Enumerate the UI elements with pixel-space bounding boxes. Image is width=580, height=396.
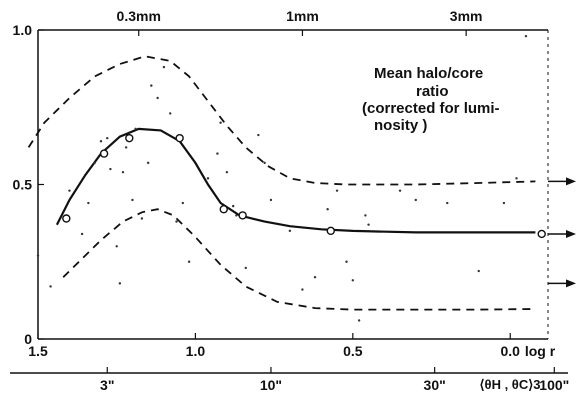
scatter-point bbox=[502, 201, 506, 205]
scatter-point bbox=[146, 161, 150, 165]
scatter-point bbox=[115, 245, 118, 248]
arrow-head bbox=[566, 279, 576, 288]
scatter-point bbox=[288, 229, 292, 233]
scatter-point bbox=[225, 170, 229, 174]
scatter-point bbox=[106, 136, 109, 140]
scatter-point bbox=[313, 276, 317, 279]
mean-point bbox=[62, 214, 71, 223]
mean-point bbox=[238, 211, 247, 220]
scatter-point bbox=[515, 177, 518, 180]
scatter-point bbox=[301, 288, 304, 291]
scatter-point bbox=[219, 121, 222, 124]
scatter-point bbox=[109, 167, 112, 171]
annotation-line-1: Mean halo/core bbox=[374, 65, 483, 82]
mean-curve bbox=[55, 127, 536, 234]
scatter-point bbox=[134, 127, 137, 131]
bottom-tick-label: 10" bbox=[260, 377, 282, 393]
scatter-point bbox=[150, 84, 153, 87]
scatter-point bbox=[68, 189, 71, 192]
scatter-point bbox=[524, 34, 528, 38]
axes: 0 0.5 1.0 1.5 1.0 0.5 0.0 log r 0.3mm 1mm 3mm 3" 10"… bbox=[13, 8, 570, 393]
scatter-point bbox=[269, 198, 273, 202]
arrow-head bbox=[566, 177, 576, 186]
envelope-curve bbox=[62, 208, 536, 311]
scatter-point bbox=[187, 260, 191, 263]
scatter-point bbox=[87, 201, 90, 205]
scatter-point bbox=[335, 189, 339, 192]
mean-point bbox=[99, 149, 109, 158]
y-tick-label: 1.0 bbox=[13, 22, 33, 38]
bottom-tick-label: 30" bbox=[424, 377, 446, 393]
scatter-point bbox=[357, 319, 361, 322]
scatter-point bbox=[446, 201, 449, 205]
scatter-point bbox=[169, 112, 172, 115]
scatter-point bbox=[49, 285, 52, 288]
annotation-line-3: (corrected for lumi- bbox=[362, 100, 500, 117]
scatter-point bbox=[131, 198, 134, 202]
scatter-point bbox=[181, 201, 185, 205]
scatter-point bbox=[124, 146, 128, 149]
scatter-point bbox=[156, 96, 159, 100]
scatter-point bbox=[175, 220, 178, 223]
top-tick-label: 1mm bbox=[286, 8, 319, 24]
x-tick-label: 1.0 bbox=[186, 343, 206, 359]
scatter-point bbox=[351, 279, 355, 282]
scatter-point bbox=[477, 269, 480, 273]
scatter-point bbox=[93, 161, 96, 165]
mean-point bbox=[326, 226, 335, 236]
scatter-point bbox=[99, 140, 103, 143]
y-tick-label: 0 bbox=[24, 331, 32, 347]
data-marks bbox=[36, 34, 546, 322]
scatter-point bbox=[140, 217, 144, 220]
scatter-point bbox=[216, 152, 219, 155]
annotation-line-2: ratio bbox=[416, 83, 449, 100]
scatter-point bbox=[231, 204, 235, 208]
y-tick-label: 0.5 bbox=[13, 177, 33, 193]
scatter-point bbox=[244, 266, 247, 270]
top-tick-label: 3mm bbox=[450, 8, 483, 24]
scatter-point bbox=[162, 65, 166, 69]
bottom-axis-label: ⟨θH , θC⟩3 bbox=[479, 377, 540, 392]
mean-point bbox=[175, 133, 184, 143]
scatter-point bbox=[364, 214, 367, 217]
scatter-point bbox=[36, 254, 40, 257]
mean-point bbox=[125, 133, 134, 143]
x-tick-label: 1.5 bbox=[28, 343, 48, 359]
mean-point bbox=[219, 205, 228, 214]
bottom-tick-label: 3" bbox=[100, 377, 114, 393]
scatter-point bbox=[398, 189, 402, 192]
scatter-point bbox=[235, 214, 238, 217]
x-axis-label: log r bbox=[525, 343, 556, 359]
mean-point bbox=[537, 229, 546, 239]
scatter-point bbox=[345, 260, 348, 263]
plot-frame bbox=[10, 29, 568, 374]
annotation-line-4: nosity ) bbox=[374, 117, 427, 134]
x-tick-label: 0.0 bbox=[500, 343, 520, 359]
scatter-point bbox=[206, 177, 210, 180]
scatter-point bbox=[326, 208, 329, 211]
right-arrows bbox=[548, 177, 576, 288]
scatter-point bbox=[80, 232, 84, 236]
scatter-point bbox=[121, 170, 125, 174]
scatter-point bbox=[414, 198, 417, 202]
x-tick-label: 0.5 bbox=[343, 343, 363, 359]
scatter-point bbox=[257, 133, 260, 137]
arrow-head bbox=[566, 229, 576, 238]
bottom-tick-label: 100" bbox=[539, 377, 569, 393]
scatter-point bbox=[118, 282, 122, 285]
scatter-point bbox=[367, 223, 370, 226]
scatter-point bbox=[263, 161, 266, 165]
curves bbox=[27, 55, 536, 311]
top-tick-label: 0.3mm bbox=[117, 8, 161, 24]
